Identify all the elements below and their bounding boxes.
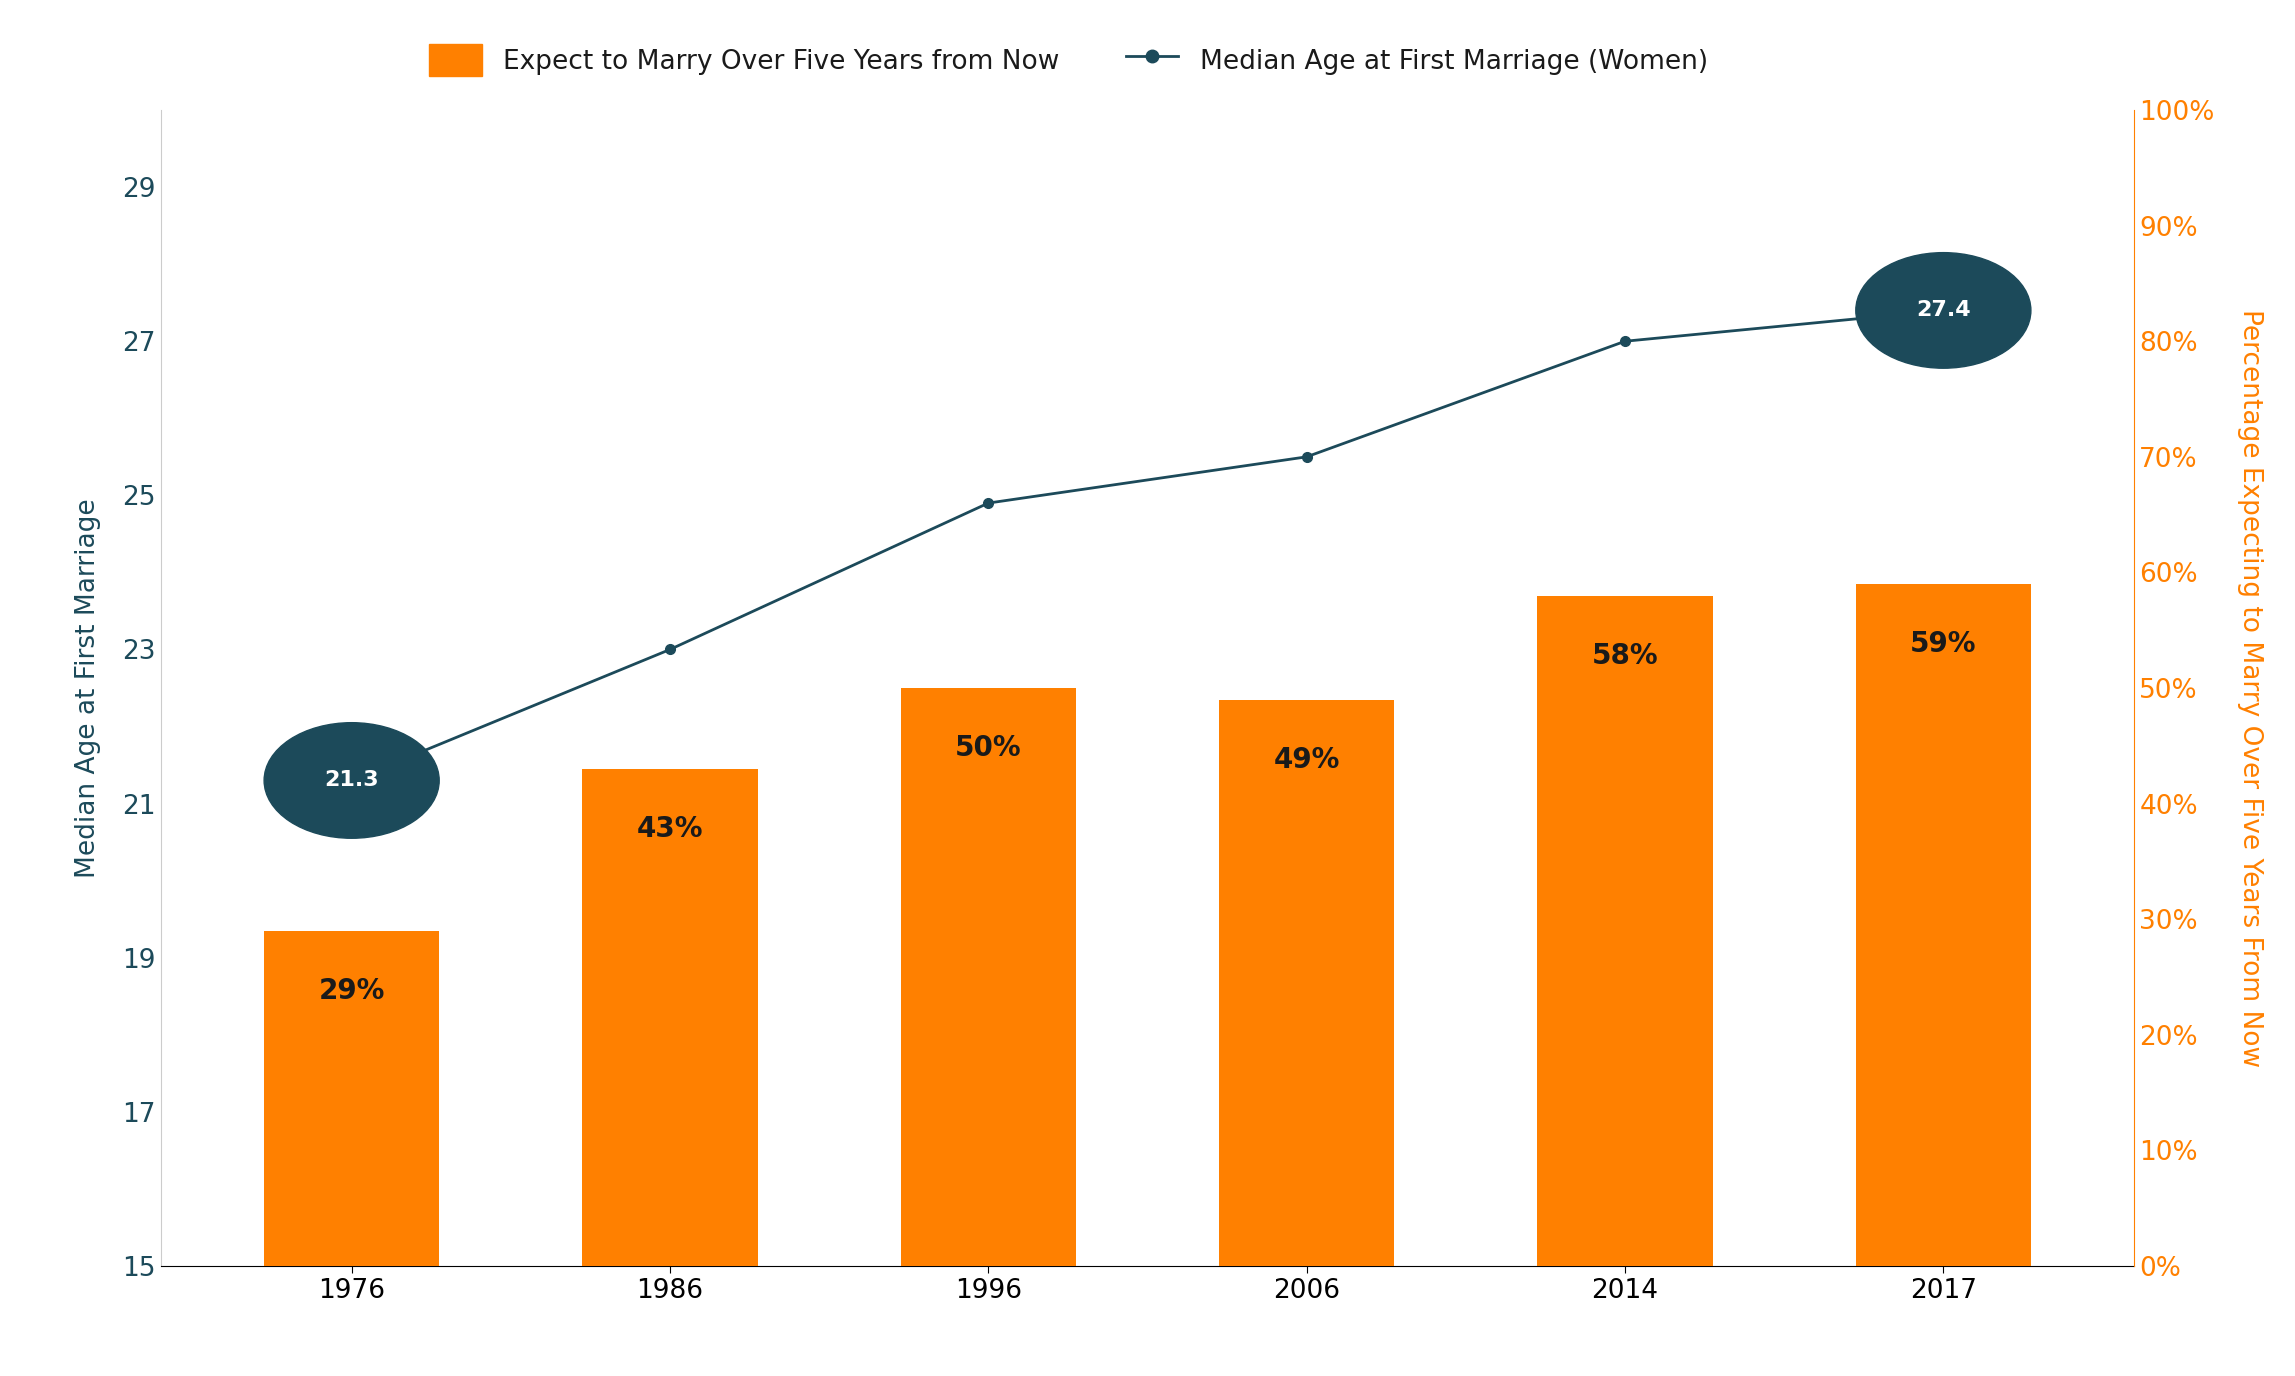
Legend: Expect to Marry Over Five Years from Now, Median Age at First Marriage (Women): Expect to Marry Over Five Years from Now… [415, 30, 1721, 89]
Y-axis label: Percentage Expecting to Marry Over Five Years From Now: Percentage Expecting to Marry Over Five … [2238, 310, 2263, 1066]
Text: 43%: 43% [636, 815, 702, 843]
Bar [1857, 583, 2031, 1266]
Text: 59%: 59% [1909, 630, 1976, 658]
Bar [264, 930, 438, 1266]
Text: 50%: 50% [955, 735, 1021, 762]
Bar [1538, 596, 1712, 1266]
Bar [583, 769, 757, 1266]
Bar [1219, 699, 1395, 1266]
Y-axis label: Median Age at First Marriage: Median Age at First Marriage [76, 498, 101, 878]
Ellipse shape [1857, 253, 2031, 369]
Ellipse shape [264, 722, 438, 838]
Text: 49%: 49% [1274, 746, 1340, 773]
Text: 58%: 58% [1593, 641, 1659, 670]
Bar [902, 688, 1076, 1266]
Text: 29%: 29% [319, 977, 386, 1004]
Text: 27.4: 27.4 [1916, 300, 1971, 321]
Text: 21.3: 21.3 [324, 771, 379, 790]
